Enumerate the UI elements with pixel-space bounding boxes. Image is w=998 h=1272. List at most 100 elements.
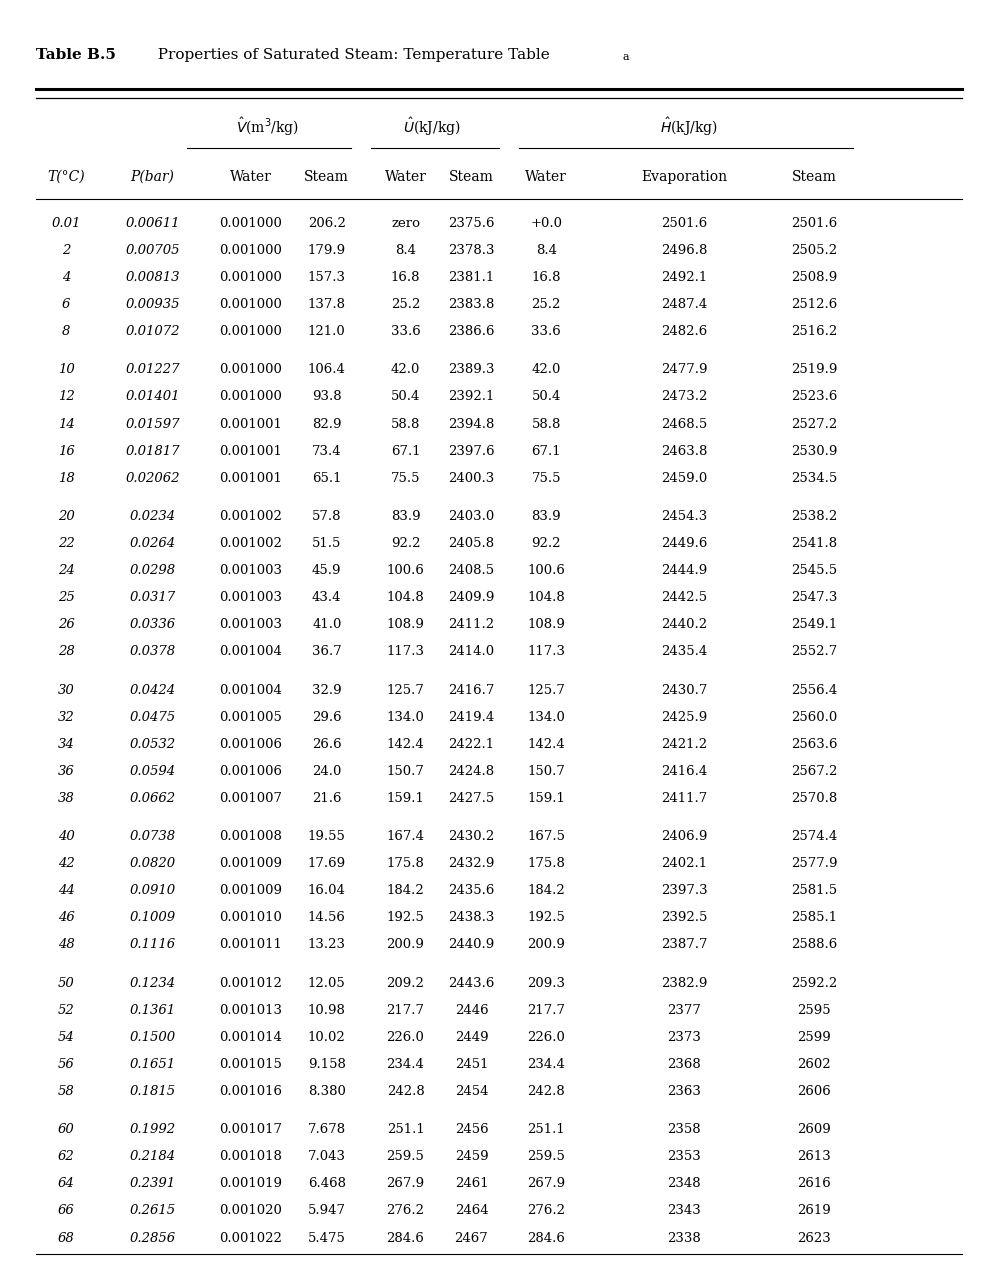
Text: 10: 10	[58, 364, 75, 377]
Text: 2375.6: 2375.6	[448, 216, 495, 230]
Text: 2556.4: 2556.4	[790, 683, 837, 697]
Text: 192.5: 192.5	[386, 911, 424, 925]
Text: 2377: 2377	[667, 1004, 701, 1016]
Text: 157.3: 157.3	[307, 271, 345, 284]
Text: 22: 22	[58, 537, 75, 550]
Text: 100.6: 100.6	[386, 563, 424, 577]
Text: 2527.2: 2527.2	[790, 417, 837, 430]
Text: 0.001009: 0.001009	[220, 884, 282, 897]
Text: 0.0378: 0.0378	[130, 645, 176, 658]
Text: 2602: 2602	[797, 1058, 830, 1071]
Text: 2443.6: 2443.6	[448, 977, 495, 990]
Text: 0.2856: 0.2856	[130, 1231, 176, 1244]
Text: 2400.3: 2400.3	[448, 472, 495, 485]
Text: Properties of Saturated Steam: Temperature Table: Properties of Saturated Steam: Temperatu…	[148, 48, 550, 62]
Text: a: a	[623, 52, 630, 62]
Text: 0.01227: 0.01227	[126, 364, 180, 377]
Text: 2382.9: 2382.9	[661, 977, 708, 990]
Text: 0.001013: 0.001013	[220, 1004, 282, 1016]
Text: 0.001002: 0.001002	[220, 537, 282, 550]
Text: 0.001003: 0.001003	[220, 618, 282, 631]
Text: 2343: 2343	[667, 1205, 701, 1217]
Text: 73.4: 73.4	[312, 444, 341, 458]
Text: 2378.3: 2378.3	[448, 244, 495, 257]
Text: 0.01401: 0.01401	[126, 391, 180, 403]
Text: 0.001004: 0.001004	[220, 683, 282, 697]
Text: 13.23: 13.23	[307, 939, 345, 951]
Text: 82.9: 82.9	[312, 417, 341, 430]
Text: 2530.9: 2530.9	[790, 444, 837, 458]
Text: 25: 25	[58, 591, 75, 604]
Text: 2623: 2623	[797, 1231, 830, 1244]
Text: P(bar): P(bar)	[131, 169, 175, 183]
Text: 276.2: 276.2	[386, 1205, 424, 1217]
Text: 5.475: 5.475	[307, 1231, 345, 1244]
Text: 0.001012: 0.001012	[220, 977, 282, 990]
Text: 0.1651: 0.1651	[130, 1058, 176, 1071]
Text: 0.0910: 0.0910	[130, 884, 176, 897]
Text: 12: 12	[58, 391, 75, 403]
Text: 0.01597: 0.01597	[126, 417, 180, 430]
Text: 0.001011: 0.001011	[220, 939, 282, 951]
Text: 41.0: 41.0	[312, 618, 341, 631]
Text: 2411.7: 2411.7	[661, 791, 708, 805]
Text: 2549.1: 2549.1	[790, 618, 837, 631]
Text: 184.2: 184.2	[527, 884, 565, 897]
Text: 18: 18	[58, 472, 75, 485]
Text: 209.2: 209.2	[386, 977, 424, 990]
Text: 0.001019: 0.001019	[220, 1178, 282, 1191]
Text: 0.0475: 0.0475	[130, 711, 176, 724]
Text: 2482.6: 2482.6	[661, 326, 708, 338]
Text: 100.6: 100.6	[527, 563, 565, 577]
Text: Water: Water	[384, 169, 426, 183]
Text: 2348: 2348	[668, 1178, 701, 1191]
Text: 8.380: 8.380	[307, 1085, 345, 1098]
Text: 0.001000: 0.001000	[220, 298, 282, 310]
Text: 242.8: 242.8	[527, 1085, 565, 1098]
Text: 2368: 2368	[667, 1058, 701, 1071]
Text: 0.00705: 0.00705	[126, 244, 180, 257]
Text: 0.001001: 0.001001	[220, 417, 282, 430]
Text: +0.0: +0.0	[530, 216, 562, 230]
Text: 2468.5: 2468.5	[661, 417, 708, 430]
Text: 2442.5: 2442.5	[661, 591, 707, 604]
Text: 0.001020: 0.001020	[220, 1205, 282, 1217]
Text: 2435.4: 2435.4	[661, 645, 708, 658]
Text: 267.9: 267.9	[527, 1178, 565, 1191]
Text: 2538.2: 2538.2	[790, 510, 837, 523]
Text: 42.0: 42.0	[532, 364, 561, 377]
Text: 50.4: 50.4	[391, 391, 420, 403]
Text: 2444.9: 2444.9	[661, 563, 708, 577]
Text: 192.5: 192.5	[527, 911, 565, 925]
Text: 0.0317: 0.0317	[130, 591, 176, 604]
Text: 150.7: 150.7	[527, 764, 565, 777]
Text: 14: 14	[58, 417, 75, 430]
Text: 259.5: 259.5	[386, 1150, 424, 1164]
Text: 45.9: 45.9	[312, 563, 341, 577]
Text: 2397.3: 2397.3	[661, 884, 708, 897]
Text: 2492.1: 2492.1	[661, 271, 708, 284]
Text: 0.0532: 0.0532	[130, 738, 176, 750]
Text: 108.9: 108.9	[527, 618, 565, 631]
Text: 184.2: 184.2	[386, 884, 424, 897]
Text: 2: 2	[62, 244, 70, 257]
Text: 2419.4: 2419.4	[448, 711, 495, 724]
Text: 67.1: 67.1	[531, 444, 561, 458]
Text: 67.1: 67.1	[390, 444, 420, 458]
Text: 121.0: 121.0	[308, 326, 345, 338]
Text: 0.001016: 0.001016	[220, 1085, 282, 1098]
Text: 217.7: 217.7	[386, 1004, 424, 1016]
Text: 2496.8: 2496.8	[661, 244, 708, 257]
Text: 276.2: 276.2	[527, 1205, 565, 1217]
Text: 2440.2: 2440.2	[661, 618, 707, 631]
Text: Evaporation: Evaporation	[641, 169, 728, 183]
Text: 2427.5: 2427.5	[448, 791, 495, 805]
Text: 117.3: 117.3	[527, 645, 565, 658]
Text: 0.2391: 0.2391	[130, 1178, 176, 1191]
Text: 2397.6: 2397.6	[448, 444, 495, 458]
Text: 0.1992: 0.1992	[130, 1123, 176, 1136]
Text: 17.69: 17.69	[307, 857, 346, 870]
Text: 0.001007: 0.001007	[220, 791, 282, 805]
Text: 10.02: 10.02	[308, 1030, 345, 1044]
Text: 0.001000: 0.001000	[220, 364, 282, 377]
